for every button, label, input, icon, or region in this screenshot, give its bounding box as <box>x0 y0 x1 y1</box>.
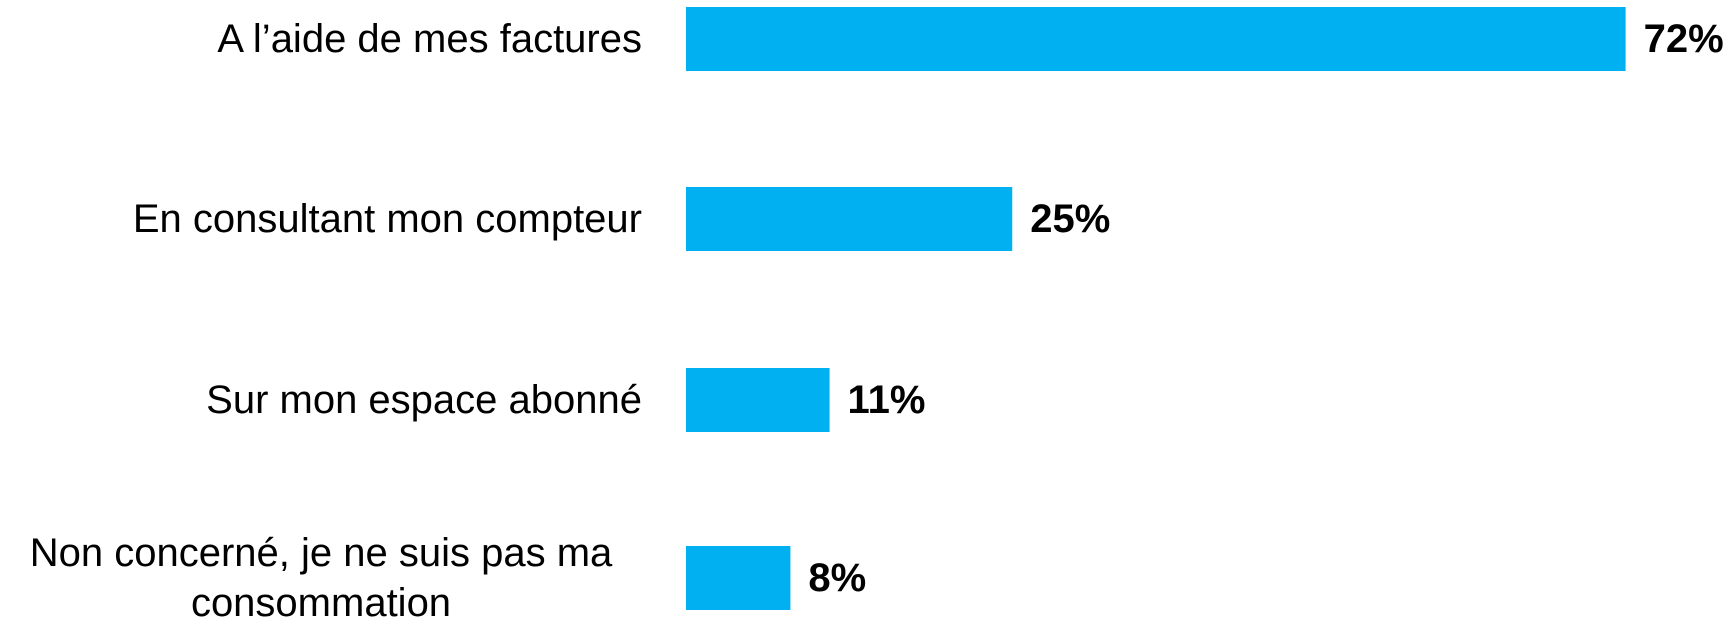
category-label-box: Sur mon espace abonné <box>0 340 642 460</box>
category-label-box: En consultant mon compteur <box>0 159 642 279</box>
bar <box>686 546 791 610</box>
value-label: 25% <box>1030 197 1111 241</box>
category-label-box: Non concerné, je ne suis pas ma consomma… <box>0 518 642 638</box>
bar <box>686 7 1626 71</box>
bar <box>686 187 1013 251</box>
value-label: 72% <box>1643 17 1724 61</box>
category-label: Non concerné, je ne suis pas ma consomma… <box>29 531 613 625</box>
value-label: 8% <box>808 556 867 600</box>
category-label: A l’aide de mes factures <box>217 17 642 61</box>
bar <box>686 368 830 432</box>
category-label-box: A l’aide de mes factures <box>0 0 642 99</box>
category-label: Sur mon espace abonné <box>206 378 642 422</box>
value-label: 11% <box>847 378 926 422</box>
category-label: En consultant mon compteur <box>132 197 642 241</box>
